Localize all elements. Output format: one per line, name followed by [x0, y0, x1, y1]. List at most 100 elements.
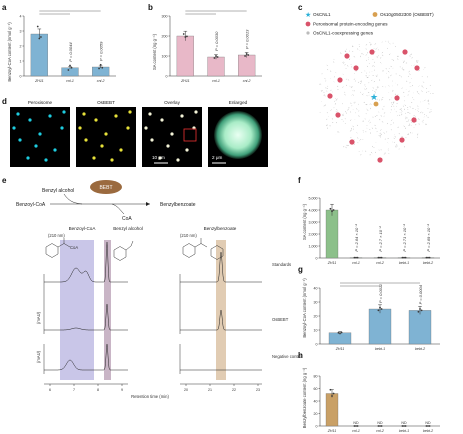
- chart-g: 0 10 20 30 40 ZH11 bebt-1 P = 0.0011 bebt-2 P = 0…: [314, 282, 440, 351]
- peroxisome-dot: [28, 118, 32, 122]
- coexpressed-gene-node: [409, 54, 411, 56]
- coexpressed-gene-node: [405, 117, 407, 120]
- peroxisome-dot: [26, 156, 30, 160]
- coexpressed-gene-node: [330, 109, 332, 111]
- coexpressed-gene-node: [366, 76, 368, 78]
- coexpressed-gene-node: [362, 53, 364, 55]
- peroxisomal-gene-node: [399, 137, 405, 143]
- coexpressed-gene-node: [344, 118, 346, 120]
- coexpressed-gene-node: [374, 50, 376, 52]
- data-point: [353, 256, 356, 259]
- coexpressed-gene-node: [319, 83, 321, 85]
- coexpressed-gene-node: [406, 121, 408, 122]
- coexpressed-gene-node: [355, 70, 357, 72]
- p-value-label: P = 0.0004: [418, 284, 423, 304]
- coexpressed-gene-node: [407, 119, 410, 121]
- coexpressed-gene-node: [383, 132, 385, 134]
- peroxisomal-gene-node: [377, 157, 383, 163]
- x-tick-label: 22: [232, 388, 236, 392]
- coexpressed-gene-node: [320, 84, 322, 85]
- data-point: [377, 256, 380, 259]
- hplc-yunit-2: (mAU): [36, 350, 41, 363]
- y-tick-label: 0: [20, 74, 22, 78]
- coexpressed-gene-node: [398, 133, 401, 135]
- coexpressed-gene-node: [387, 70, 390, 73]
- coexpressed-gene-node: [417, 110, 419, 112]
- coexpressed-gene-node: [349, 111, 352, 113]
- coexpressed-gene-node: [360, 81, 362, 83]
- coexpressed-gene-node: [345, 78, 347, 80]
- coexpressed-gene-node: [353, 128, 354, 130]
- coexpressed-gene-node: [425, 91, 428, 93]
- row-label-standards: Standards: [272, 262, 291, 267]
- structure-benzoylcoa: [45, 238, 71, 258]
- coexpressed-gene-node: [394, 93, 396, 96]
- coexpressed-gene-node: [407, 133, 409, 135]
- coexpressed-gene-node: [326, 64, 328, 66]
- p-value-label: P = 0.0030: [214, 31, 219, 51]
- bar: [328, 332, 352, 345]
- p-value-label: P = 0.0059: [99, 41, 104, 61]
- data-point: [355, 256, 357, 259]
- y-tick-label: 80: [314, 374, 318, 378]
- coexpressed-gene-node: [393, 137, 395, 140]
- micro-osbebt-panel: [76, 107, 136, 167]
- coexpressed-gene-node: [342, 113, 344, 115]
- coexpressed-gene-node: [337, 131, 339, 133]
- arrowhead-icon: [146, 202, 150, 206]
- coexpressed-gene-node: [388, 85, 390, 87]
- y-tick-label: 1,000: [309, 244, 318, 248]
- coexpressed-gene-node: [426, 88, 428, 89]
- panel-label-b: b: [148, 3, 153, 12]
- coexpressed-gene-node: [356, 108, 358, 110]
- nd-label: ND: [401, 421, 407, 425]
- row-label-negative: Negative control: [272, 354, 302, 359]
- legend-coexp: OsCNL1-coexpressing genes: [313, 31, 374, 36]
- panel-label-d: d: [2, 97, 7, 106]
- p-value-label: P = 0.0011: [378, 284, 383, 303]
- coexpressed-gene-node: [390, 65, 392, 67]
- data-point: [331, 210, 333, 213]
- coexpressed-gene-node: [422, 81, 425, 83]
- bar: [368, 308, 392, 345]
- oscnl1-star-icon: ★: [370, 92, 378, 102]
- coexpression-network: ★: [319, 40, 434, 163]
- rxn-product: Benzylbenzoate: [160, 202, 196, 208]
- coexpressed-gene-node: [356, 124, 359, 126]
- x-tick-label: bebt-2: [423, 429, 433, 433]
- rxn-curve-out: [111, 203, 125, 215]
- g-ylabel: Benzoyl-CoA content (nmol g⁻¹): [302, 278, 307, 338]
- x-tick-label: ZH11: [327, 261, 337, 265]
- data-point: [339, 332, 341, 335]
- panel-e: e Benzyl alcohol Benzoyl-CoA BEBT CoA Be…: [2, 176, 302, 399]
- coexpressed-gene-node: [393, 141, 395, 143]
- coexpressed-gene-node: [369, 121, 371, 124]
- data-point: [186, 35, 188, 38]
- coexpressed-gene-node: [392, 90, 394, 92]
- coexpressed-gene-node: [370, 103, 372, 105]
- coexpressed-gene-node: [360, 154, 362, 156]
- legend-coexp-dot: [306, 31, 310, 35]
- panel-label-h: h: [298, 351, 303, 360]
- overlay-dot: [180, 114, 184, 118]
- data-point: [182, 33, 185, 35]
- bar: [30, 33, 48, 77]
- coexpressed-gene-node: [415, 123, 417, 126]
- data-point: [98, 67, 100, 70]
- coexpressed-gene-node: [364, 88, 366, 90]
- coexpressed-gene-node: [409, 56, 411, 57]
- coexpressed-gene-node: [325, 87, 327, 89]
- panel-label-g: g: [298, 265, 303, 274]
- coexpressed-gene-node: [380, 129, 382, 131]
- coexpressed-gene-node: [416, 61, 418, 63]
- bar: [325, 209, 339, 259]
- a-ylabel: Benzoyl-CoA content (nmol g⁻¹): [7, 22, 12, 82]
- data-point: [404, 425, 407, 427]
- coexpressed-gene-node: [365, 54, 367, 56]
- coexpressed-gene-node: [345, 146, 347, 149]
- coexpressed-gene-node: [374, 43, 376, 45]
- micro-label-enlarged: Enlarged: [229, 100, 248, 105]
- x-tick-label: ZH11: [180, 79, 190, 83]
- coexpressed-gene-node: [372, 65, 374, 67]
